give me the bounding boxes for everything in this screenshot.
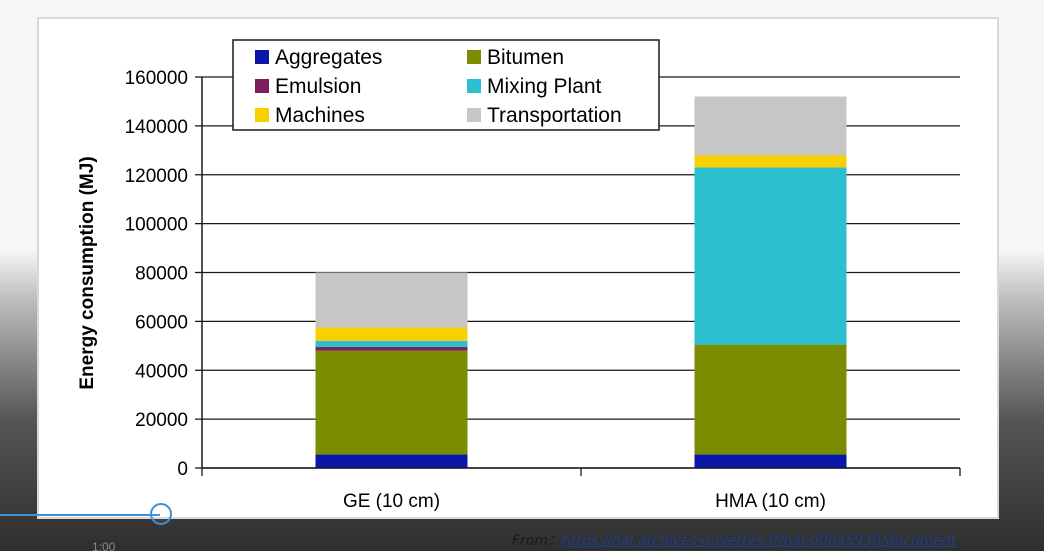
bar-stacks: [315, 96, 847, 468]
bar-segment: [694, 167, 847, 345]
bar-segment: [315, 340, 468, 348]
y-axis-label: Energy consumption (MJ): [77, 156, 98, 389]
legend-swatch: [255, 108, 269, 122]
legend-swatch: [255, 79, 269, 93]
bar-segment: [315, 350, 468, 455]
bar-segment: [315, 454, 468, 468]
legend-swatch: [255, 50, 269, 64]
legend-swatch: [467, 50, 481, 64]
progress-track[interactable]: [0, 514, 160, 516]
legend: Aggregates Bitumen Emulsion Mixing Plant Mac…: [232, 39, 660, 131]
axes: [201, 77, 961, 476]
y-tick-label: 120000: [125, 166, 188, 187]
y-tick-label: 20000: [135, 410, 188, 431]
legend-label: Mixing Plant: [487, 75, 602, 98]
legend-label: Emulsion: [275, 75, 361, 98]
y-tick-label: 140000: [125, 117, 188, 138]
legend-swatch: [467, 108, 481, 122]
legend-label: Transportation: [487, 104, 622, 127]
source-link[interactable]: https://hal.archives-ouvertes.fr/hal-008…: [562, 533, 957, 549]
y-tick-label: 60000: [135, 312, 188, 333]
bar-segment: [315, 272, 468, 328]
y-tick-label: 0: [177, 459, 188, 480]
progress-handle[interactable]: [150, 503, 172, 525]
bar-segment: [694, 454, 847, 468]
source-citation: From：https://hal.archives-ouvertes.fr/ha…: [512, 530, 956, 550]
bar-segment: [694, 96, 847, 156]
x-tick-labels: GE (10 cm) HMA (10 cm): [343, 491, 826, 512]
y-tick-label: 80000: [135, 264, 188, 285]
footer-timestamp: 1:00: [92, 540, 116, 554]
legend-label: Machines: [275, 104, 365, 127]
x-tick-label: HMA (10 cm): [715, 491, 826, 512]
bar-segment: [694, 155, 847, 168]
x-tick-label: GE (10 cm): [343, 491, 440, 512]
y-tick-labels: 0 20000 40000 60000 80000 100000 120000 140000 1…: [125, 68, 188, 480]
y-tick-label: 40000: [135, 361, 188, 382]
legend-label: Aggregates: [275, 46, 382, 69]
bar-segment: [315, 347, 468, 351]
y-tick-label: 100000: [125, 215, 188, 236]
legend-label: Bitumen: [487, 46, 564, 69]
bar-segment: [694, 344, 847, 455]
legend-box: [232, 39, 660, 131]
source-prefix: From：: [512, 533, 563, 549]
y-tick-label: 160000: [125, 68, 188, 89]
bar-segment: [315, 327, 468, 341]
legend-swatch: [467, 79, 481, 93]
